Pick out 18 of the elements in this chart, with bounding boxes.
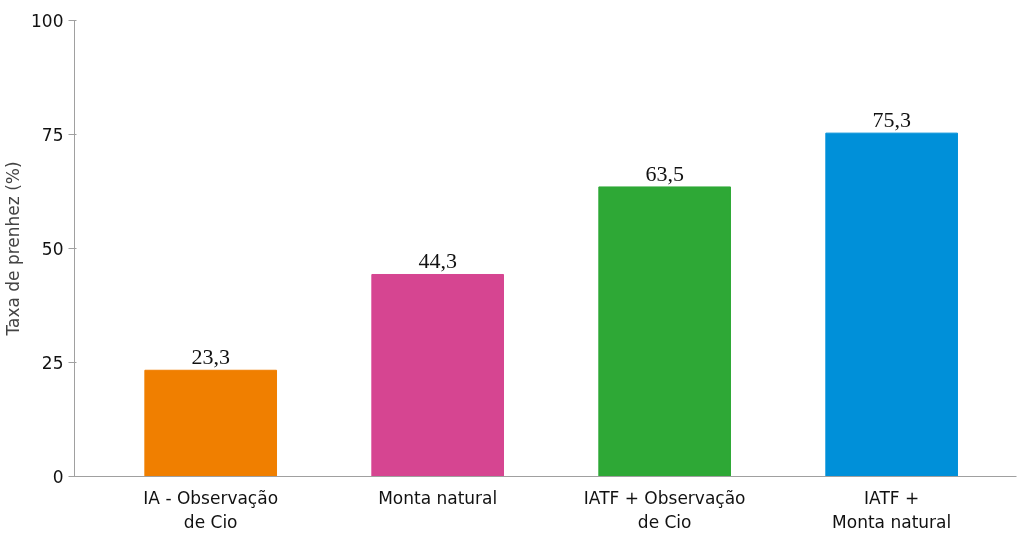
x-tick-label: IATF + Monta natural (832, 487, 952, 532)
y-tick-label: 25 (41, 353, 64, 373)
bar (144, 369, 278, 477)
data-label: 23,3 (191, 344, 230, 370)
x-tick-label: IA - Observação de Cio (143, 487, 279, 532)
data-label: 75,3 (872, 107, 911, 133)
y-tick-label: 75 (41, 125, 64, 145)
bar (598, 186, 731, 477)
y-tick-label: 50 (41, 239, 64, 259)
y-tick-label: 100 (31, 11, 64, 31)
data-label: 63,5 (645, 160, 684, 186)
data-label: 44,3 (418, 248, 457, 274)
bar (825, 132, 958, 477)
y-axis-title: Taxa de prenhez (%) (3, 161, 24, 337)
bar (371, 273, 505, 477)
x-tick-label: IATF + Observação de Cio (583, 487, 746, 532)
y-tick-label: 0 (52, 467, 64, 487)
x-tick-label: Monta natural (378, 487, 498, 508)
